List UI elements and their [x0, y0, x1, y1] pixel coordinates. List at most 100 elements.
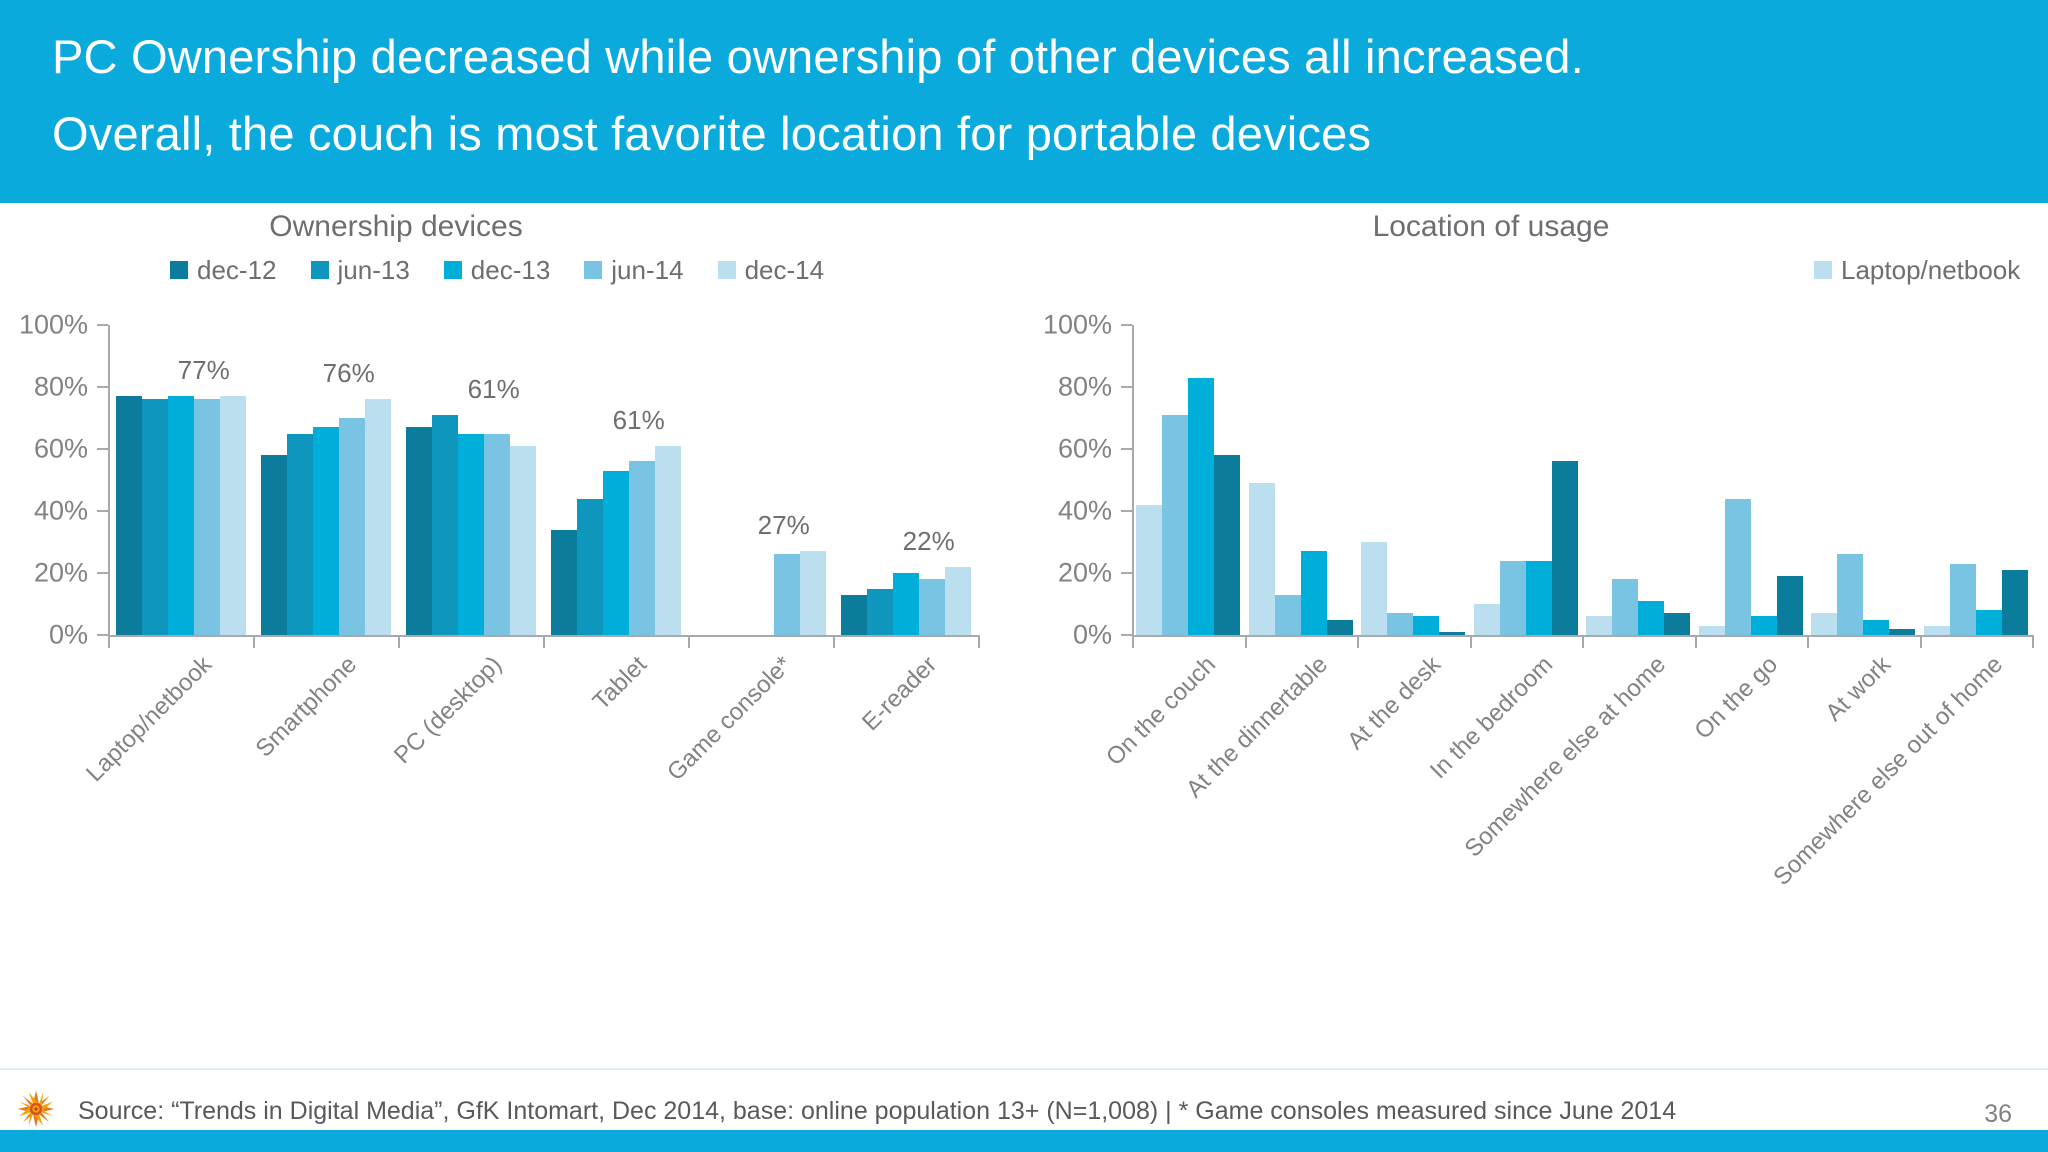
bar[interactable] — [115, 396, 142, 635]
bar[interactable] — [1162, 414, 1189, 635]
bar-cluster — [260, 325, 391, 635]
plot-area-ownership: 0% 20% 40% 60% 80% 100% 77% 76% 61% 61% 27% 22% La… — [19, 310, 980, 787]
y-axis-tick-label: 80% — [33, 371, 88, 402]
x-axis-category-label: On the couch — [1100, 651, 1221, 772]
x-axis-category-label: Laptop/netbook — [80, 651, 217, 788]
bar[interactable] — [1750, 616, 1777, 635]
y-axis-tick-label: 60% — [1057, 433, 1112, 464]
bar[interactable] — [1776, 576, 1803, 635]
bar-cluster — [115, 325, 246, 635]
y-axis-tick-label: 60% — [33, 433, 88, 464]
bar[interactable] — [2001, 569, 2028, 635]
y-axis-tick-mark — [1121, 324, 1132, 326]
bar-groups-ownership: 77% 76% 61% 61% 27% 22% — [108, 325, 978, 635]
bar-value-label: 61% — [612, 404, 665, 435]
bar[interactable] — [628, 461, 655, 635]
bar[interactable] — [1525, 560, 1552, 635]
bar[interactable] — [1188, 377, 1215, 635]
legend-label: dec-13 — [470, 255, 551, 285]
bar[interactable] — [1664, 613, 1691, 635]
bar[interactable] — [431, 414, 458, 635]
bar[interactable] — [312, 427, 339, 635]
bar-cluster — [405, 325, 536, 635]
bar[interactable] — [141, 399, 168, 635]
chart-title-ownership: Ownership devices — [269, 210, 523, 243]
bar[interactable] — [338, 418, 365, 635]
bar[interactable] — [1698, 625, 1725, 635]
bar[interactable] — [944, 566, 971, 635]
x-axis-tick-mark — [833, 635, 835, 648]
bar[interactable] — [1837, 554, 1864, 635]
bar[interactable] — [866, 588, 893, 635]
bar[interactable] — [1863, 619, 1890, 635]
bar[interactable] — [193, 399, 220, 635]
bar[interactable] — [1499, 560, 1526, 635]
legend-item-jun-14[interactable]: jun-14 — [584, 255, 684, 285]
y-axis-tick-mark — [1121, 634, 1132, 636]
footer-divider — [0, 1068, 2048, 1070]
bar[interactable] — [1274, 594, 1301, 635]
bar[interactable] — [1439, 631, 1466, 635]
bar[interactable] — [167, 396, 194, 635]
legend-item-dec-13[interactable]: dec-13 — [443, 255, 551, 285]
bar[interactable] — [1551, 461, 1578, 635]
plot-area-location: 0% 20% 40% 60% 80% 100% On the couch At the di… — [1043, 310, 2034, 891]
bar[interactable] — [799, 551, 826, 635]
bar[interactable] — [550, 529, 577, 635]
legend-item-laptop-netbook[interactable]: Laptop/netbook — [1814, 257, 2020, 283]
bar[interactable] — [1413, 616, 1440, 635]
bar[interactable] — [364, 399, 391, 635]
y-axis-tick-mark — [97, 386, 108, 388]
bar[interactable] — [1586, 616, 1613, 635]
bar[interactable] — [286, 433, 313, 635]
bar[interactable] — [1214, 455, 1241, 635]
bar[interactable] — [773, 554, 800, 635]
legend-item-dec-14[interactable]: dec-14 — [717, 255, 825, 285]
legend-label: jun-13 — [337, 255, 410, 285]
bar[interactable] — [1387, 613, 1414, 635]
bar[interactable] — [1361, 542, 1388, 635]
bar[interactable] — [405, 427, 432, 635]
slide-header: PC Ownership decreased while ownership o… — [0, 0, 2048, 203]
bar-group — [1807, 325, 1920, 635]
bar[interactable] — [1136, 504, 1163, 635]
bar[interactable] — [1248, 483, 1275, 635]
legend-label: dec-14 — [744, 255, 825, 285]
x-axis-tick-mark — [397, 635, 400, 648]
x-axis-tick-mark — [978, 635, 980, 648]
bar[interactable] — [840, 594, 867, 635]
bar[interactable] — [1612, 579, 1639, 635]
bar[interactable] — [483, 433, 510, 635]
bar[interactable] — [1326, 619, 1353, 635]
legend-item-jun-13[interactable]: jun-13 — [310, 255, 410, 285]
bar[interactable] — [1975, 610, 2002, 635]
bar[interactable] — [602, 470, 629, 635]
bar[interactable] — [576, 498, 603, 635]
bar-cluster — [1586, 325, 1691, 635]
bar[interactable] — [260, 455, 287, 635]
x-axis-tick-mark — [1244, 635, 1247, 648]
legend-label: jun-14 — [611, 255, 684, 285]
bar[interactable] — [1923, 625, 1950, 635]
bar[interactable] — [1473, 604, 1500, 635]
y-axis-labels-location: 0% 20% 40% 60% 80% 100% — [1024, 310, 1120, 650]
bar[interactable] — [1811, 613, 1838, 635]
bar[interactable] — [509, 445, 536, 635]
bar[interactable] — [1949, 563, 1976, 635]
y-axis-tick-mark — [1121, 386, 1132, 388]
bar[interactable] — [1300, 551, 1327, 635]
x-axis-category-label: Game console* — [661, 651, 797, 787]
bar[interactable] — [457, 433, 484, 635]
y-axis-tick-mark — [97, 324, 108, 326]
bar-group — [1582, 325, 1695, 635]
bar[interactable] — [892, 573, 919, 635]
bar[interactable] — [1889, 628, 1916, 635]
bar-cluster — [1136, 325, 1241, 635]
bar[interactable] — [219, 396, 246, 635]
bar[interactable] — [1638, 600, 1665, 635]
y-axis-tick-label: 20% — [33, 557, 88, 588]
bar[interactable] — [654, 445, 681, 635]
bar[interactable] — [1724, 498, 1751, 635]
bar[interactable] — [918, 579, 945, 635]
legend-item-dec-12[interactable]: dec-12 — [170, 257, 277, 283]
